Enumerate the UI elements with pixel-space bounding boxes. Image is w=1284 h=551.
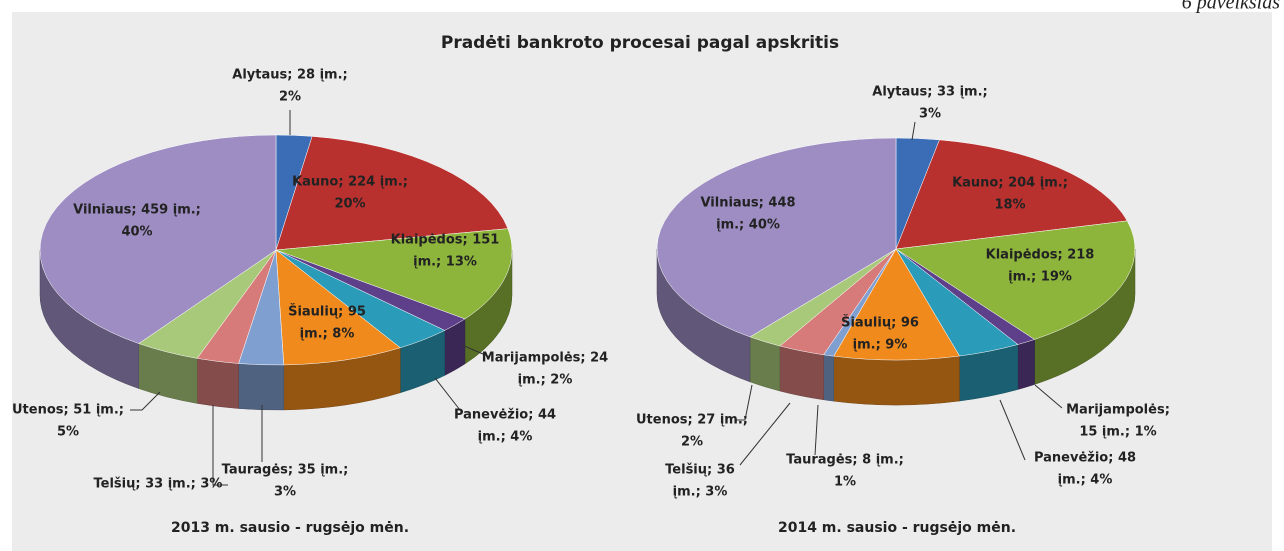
leader-line xyxy=(461,344,491,358)
data-label: Šiaulių; 95 xyxy=(288,304,366,320)
data-label: Vilniaus; 448 xyxy=(700,196,795,211)
data-label: Vilniaus; 459 įm.; xyxy=(73,203,201,218)
slice-side xyxy=(779,345,824,401)
data-label: Alytaus; 28 įm.; xyxy=(232,68,347,83)
slice xyxy=(833,248,960,361)
slice xyxy=(275,249,401,366)
data-label: Marijampolės; xyxy=(1066,403,1170,418)
data-label: Alytaus; 33 įm.; xyxy=(872,85,987,100)
leader-line xyxy=(735,384,753,421)
data-label: 1% xyxy=(834,475,856,490)
data-label: Marijampolės; 24 xyxy=(482,351,608,366)
data-label: įm.; 3% xyxy=(673,485,728,500)
leader-line xyxy=(1034,384,1063,409)
data-label: 18% xyxy=(994,198,1025,213)
leader-line xyxy=(911,121,916,141)
data-label: Šiaulių; 96 xyxy=(841,315,919,331)
leader-line xyxy=(739,402,791,466)
data-label: 5% xyxy=(57,425,79,440)
slice xyxy=(275,228,513,320)
slice xyxy=(895,220,1136,340)
slice-side xyxy=(833,355,960,406)
data-label: Kauno; 204 įm.; xyxy=(952,176,1068,191)
data-label: Klaipėdos; 151 xyxy=(391,233,500,248)
data-label: Panevėžio; 44 xyxy=(454,408,556,423)
leader-line xyxy=(434,377,461,411)
data-label: Klaipėdos; 218 xyxy=(986,248,1095,263)
chart-subtitle: 2013 m. sausio - rugsėjo mėn. xyxy=(171,520,409,536)
slice-side xyxy=(196,358,239,409)
data-label: Telšių; 33 įm.; 3% xyxy=(94,477,223,492)
data-label: 40% xyxy=(121,225,152,240)
data-label: Panevėžio; 48 xyxy=(1034,451,1136,466)
leader-line xyxy=(212,405,228,486)
data-label: įm.; 4% xyxy=(478,430,533,445)
slice-side xyxy=(238,363,285,411)
slice-side xyxy=(1017,339,1035,390)
data-label: įm.; 4% xyxy=(1058,473,1113,488)
data-label: 20% xyxy=(334,197,365,212)
slice xyxy=(39,134,277,344)
leader-line xyxy=(814,404,819,456)
slice-side xyxy=(823,354,835,402)
data-label: Utenos; 51 įm.; xyxy=(12,403,124,418)
chart-title: Pradėti bankroto procesai pagal apskriti… xyxy=(441,33,839,53)
data-label: 2% xyxy=(681,435,703,450)
data-label: 2% xyxy=(279,90,301,105)
data-label: 15 įm.; 1% xyxy=(1079,425,1156,440)
data-label: Kauno; 224 įm.; xyxy=(292,175,408,190)
data-label: 3% xyxy=(274,485,296,500)
data-label: Utenos; 27 įm.; xyxy=(636,413,748,428)
slice xyxy=(275,136,509,251)
leader-line xyxy=(999,399,1026,461)
data-label: Telšių; 36 xyxy=(665,463,735,478)
data-label: Tauragės; 8 įm.; xyxy=(786,453,904,468)
leader-line xyxy=(130,391,161,411)
data-label: 3% xyxy=(919,107,941,122)
slice xyxy=(656,137,897,338)
data-label: įm.; 19% xyxy=(1008,270,1072,285)
data-label: įm.; 40% xyxy=(716,218,780,233)
data-label: įm.; 2% xyxy=(518,373,573,388)
data-label: įm.; 9% xyxy=(853,338,908,353)
data-label: įm.; 13% xyxy=(413,255,477,270)
chart-subtitle: 2014 m. sausio - rugsėjo mėn. xyxy=(778,520,1016,536)
figure-caption: 6 paveikslas xyxy=(1182,0,1281,14)
data-label: Tauragės; 35 įm.; xyxy=(222,463,349,478)
data-label: įm.; 8% xyxy=(300,327,355,342)
slice xyxy=(895,139,1128,250)
